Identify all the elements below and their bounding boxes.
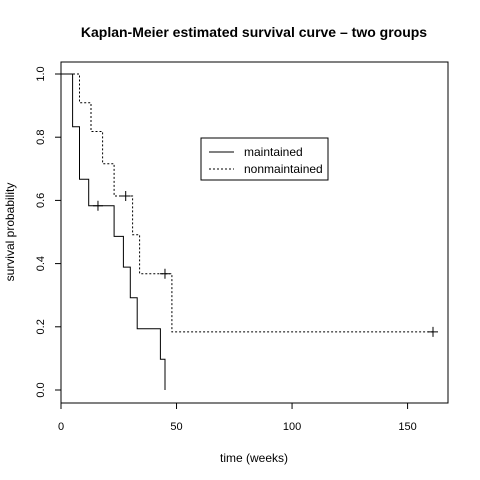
y-tick-label: 1.0 bbox=[35, 66, 47, 81]
series-line-nonmaintained bbox=[61, 73, 433, 333]
series-layer bbox=[61, 73, 438, 390]
x-tick-label: 150 bbox=[398, 421, 416, 433]
legend-label-nonmaintained: nonmaintained bbox=[244, 162, 323, 176]
x-axis-label: time (weeks) bbox=[220, 451, 288, 465]
censor-mark-nonmaintained bbox=[428, 326, 438, 337]
censor-mark-nonmaintained bbox=[120, 190, 131, 201]
censor-mark-nonmaintained bbox=[159, 268, 170, 279]
y-axis: 0.0 0.2 0.4 0.6 0.8 1.0 bbox=[35, 66, 61, 398]
x-axis: 0 50 100 150 bbox=[58, 403, 417, 433]
series-line-maintained bbox=[61, 73, 166, 390]
y-tick-label: 0.6 bbox=[35, 193, 47, 208]
y-axis-label: survival probability bbox=[3, 183, 17, 282]
y-tick-label: 0.4 bbox=[35, 256, 47, 271]
legend: maintained nonmaintained bbox=[200, 137, 329, 181]
x-tick-label: 100 bbox=[283, 421, 301, 433]
y-tick-label: 0.0 bbox=[35, 382, 47, 397]
x-tick-label: 50 bbox=[170, 421, 182, 433]
legend-box bbox=[200, 137, 329, 181]
y-tick-label: 0.2 bbox=[35, 319, 47, 334]
chart-title: Kaplan-Meier estimated survival curve – … bbox=[81, 24, 427, 40]
x-tick-label: 0 bbox=[58, 421, 64, 433]
legend-label-maintained: maintained bbox=[244, 145, 303, 159]
y-tick-label: 0.8 bbox=[35, 130, 47, 145]
censor-mark-maintained bbox=[92, 200, 103, 211]
plot-frame bbox=[60, 61, 449, 404]
